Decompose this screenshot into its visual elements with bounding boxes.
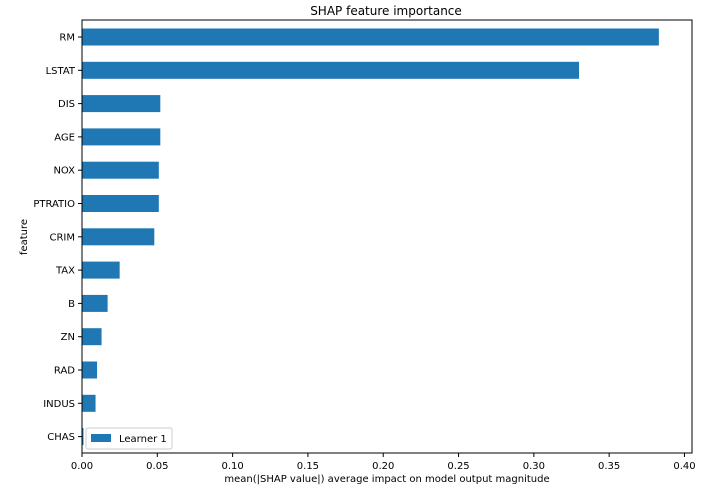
bar-b	[82, 294, 108, 312]
legend-box	[85, 427, 173, 450]
x-tick-label: 0.00	[71, 461, 93, 472]
bar-age	[82, 128, 161, 146]
y-tick-label: LSTAT	[46, 66, 76, 77]
y-axis: RM LSTAT DIS AGE NOX PTRATIO CRIM TAX B ZN RAD INDU…	[33, 33, 82, 443]
bar-tax	[82, 261, 120, 279]
x-tick-label: 0.05	[146, 461, 168, 472]
y-tick-label: RAD	[54, 366, 75, 377]
x-tick-label: 0.40	[673, 461, 695, 472]
bar-nox	[82, 161, 159, 179]
x-tick-label: 0.35	[598, 461, 620, 472]
plot-frame	[81, 19, 693, 454]
bar-zn	[82, 328, 102, 346]
bar-ptratio	[82, 195, 159, 212]
chart-title: SHAP feature importance	[310, 4, 462, 18]
y-tick-label: CRIM	[49, 232, 75, 243]
bar-lstat	[82, 61, 580, 79]
x-tick-label: 0.25	[447, 461, 469, 472]
y-axis-title: feature	[19, 219, 30, 255]
y-tick-label: AGE	[54, 132, 75, 143]
y-tick-label: CHAS	[47, 432, 75, 443]
y-tick-label: PTRATIO	[33, 199, 75, 210]
y-tick-label: DIS	[58, 99, 75, 110]
x-tick-label: 0.20	[372, 461, 394, 472]
y-tick-label: NOX	[53, 166, 75, 177]
legend: Learner 1	[85, 427, 173, 450]
bar-indus	[82, 394, 96, 412]
y-tick-label: TAX	[55, 266, 75, 277]
legend-swatch	[91, 434, 111, 442]
x-tick-label: 0.10	[221, 461, 243, 472]
x-axis: 0.00 0.05 0.10 0.15 0.20 0.25 0.30 0.35 0.40	[71, 453, 696, 472]
bar-rm	[82, 28, 659, 46]
x-tick-label: 0.30	[523, 461, 545, 472]
y-tick-label: INDUS	[43, 399, 75, 410]
y-tick-label: B	[68, 299, 75, 310]
x-axis-title: mean(|SHAP value|) average impact on mod…	[224, 474, 549, 485]
bar-rad	[82, 361, 98, 379]
y-tick-label: ZN	[61, 332, 75, 343]
bar-crim	[82, 228, 155, 246]
y-tick-label: RM	[59, 33, 75, 44]
bar-chas	[82, 428, 84, 446]
x-tick-label: 0.15	[297, 461, 319, 472]
bars-layer	[82, 28, 659, 446]
legend-label: Learner 1	[119, 434, 167, 445]
bar-dis	[82, 95, 161, 113]
